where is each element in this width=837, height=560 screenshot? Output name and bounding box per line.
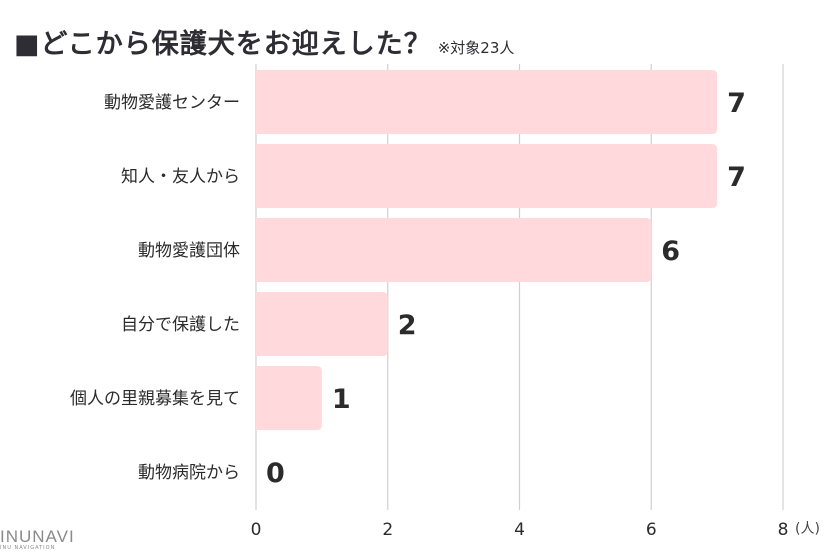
bar (256, 144, 718, 208)
chart-title: ■どこから保護犬をお迎えした？ ※対象23人 (14, 22, 514, 61)
data-label: 0 (266, 458, 285, 489)
category-label: 個人の里親募集を見て (70, 389, 240, 409)
data-label: 7 (727, 162, 746, 193)
bar (256, 292, 388, 356)
category-label: 知人・友人から (121, 167, 240, 187)
bar (256, 218, 652, 282)
x-tick-label: 0 (251, 520, 262, 540)
data-label: 7 (727, 88, 746, 119)
chart-note: ※対象23人 (437, 39, 515, 57)
logo: INUNAVI INU NAVIGATION (0, 527, 75, 551)
category-label: 動物愛護団体 (138, 241, 240, 261)
data-label: 6 (661, 236, 680, 267)
logo-subtext: INU NAVIGATION (0, 545, 56, 551)
x-tick-label: 8 (778, 520, 789, 540)
category-label: 動物愛護センター (104, 93, 240, 113)
bar (256, 366, 322, 430)
logo-text: INUNAVI (0, 527, 75, 546)
category-label: 自分で保護した (121, 315, 240, 335)
data-label: 2 (398, 310, 417, 341)
x-tick-label: 4 (514, 520, 525, 540)
x-tick-label: 2 (382, 520, 393, 540)
data-label: 1 (332, 384, 351, 415)
category-label: 動物病院から (138, 463, 240, 483)
x-tick-label: 6 (646, 520, 657, 540)
bar (256, 70, 718, 134)
x-axis-unit: (人) (795, 521, 820, 537)
title-text: ■どこから保護犬をお迎えした？ (14, 29, 432, 60)
